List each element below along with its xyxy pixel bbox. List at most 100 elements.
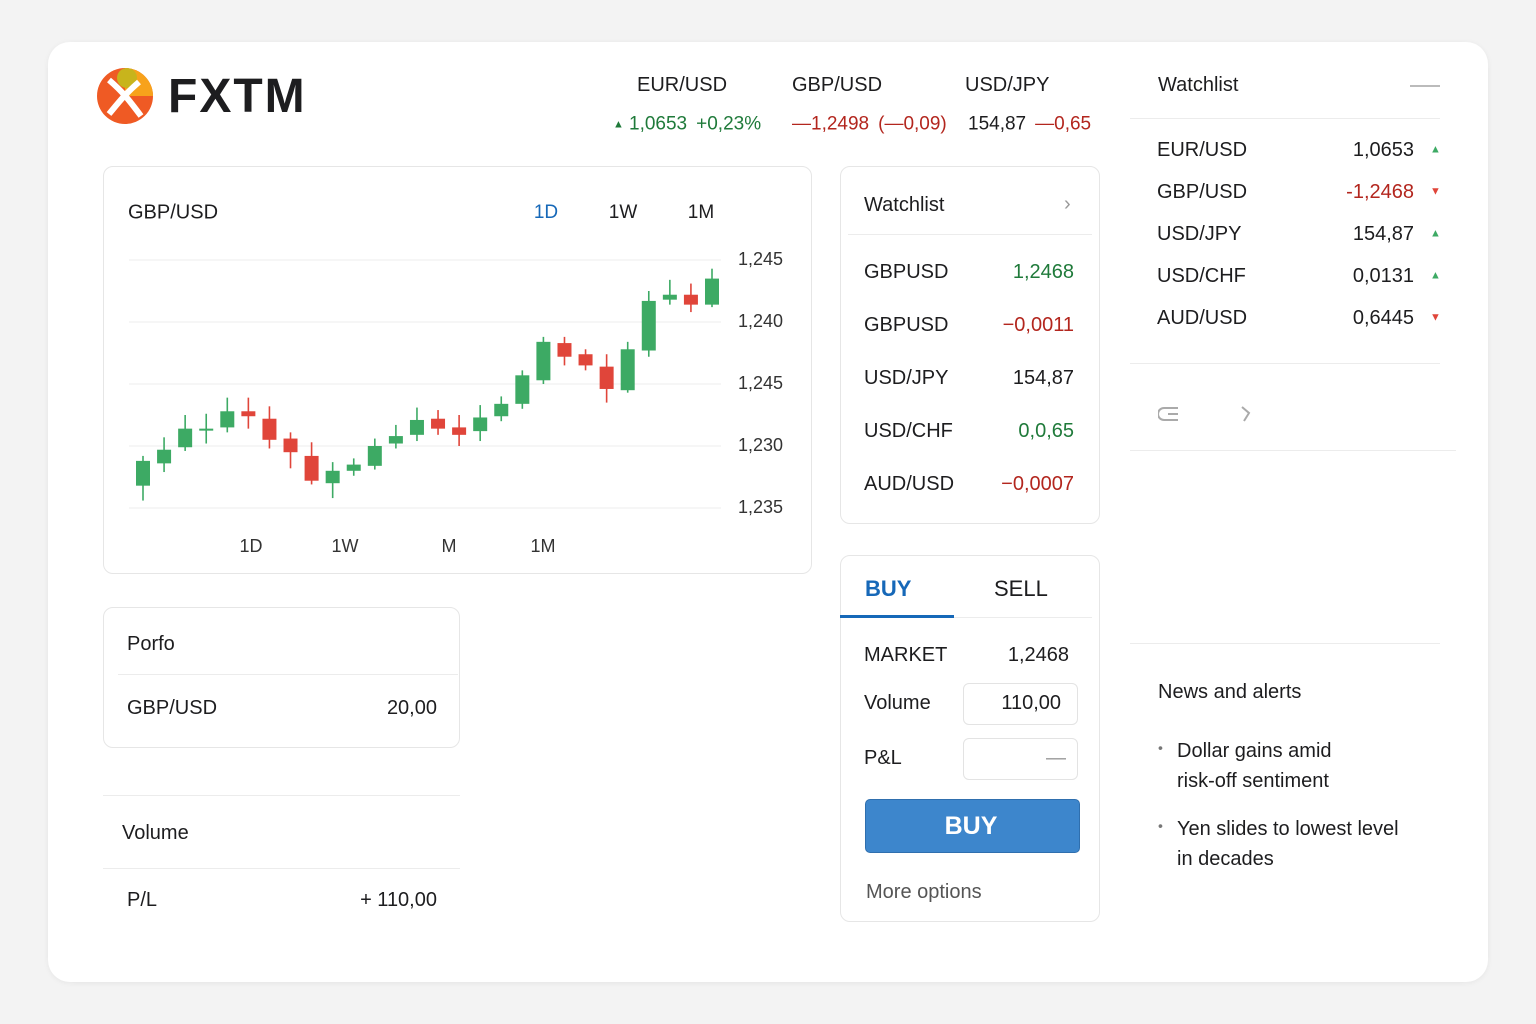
x-tick-label: 1D xyxy=(239,536,262,556)
ticker-change: +0,23% xyxy=(696,113,762,135)
ticker-price: 154,87 xyxy=(968,113,1027,135)
volume-title: Volume xyxy=(122,822,189,844)
list-icon[interactable] xyxy=(1158,404,1182,424)
x-tick-label: 1M xyxy=(530,536,555,556)
separator xyxy=(118,674,458,675)
portfolio-card xyxy=(103,607,460,748)
trend-arrow: ▲ xyxy=(1430,143,1441,156)
trade-tab[interactable]: BUY xyxy=(865,575,912,601)
news-title: News and alerts xyxy=(1158,681,1302,703)
market-value: 1,2468 xyxy=(1007,644,1069,666)
candle-body xyxy=(262,418,277,440)
ticker-price: 1,0653 xyxy=(629,113,688,135)
x-tick-label: M xyxy=(442,536,457,556)
candle-body xyxy=(199,428,214,431)
pnl-label: P&L xyxy=(864,747,902,769)
y-tick-label: 1,245 xyxy=(738,373,783,393)
y-tick-label: 1,245 xyxy=(738,249,783,269)
candle-body xyxy=(431,418,446,429)
pl-value: + 110,00 xyxy=(360,889,437,911)
candle-body xyxy=(304,455,319,481)
separator xyxy=(103,795,460,796)
candle-body xyxy=(388,436,403,444)
side-watchlist-value: 0,0131 xyxy=(1352,265,1414,287)
side-watchlist-value: 1,0653 xyxy=(1352,139,1414,161)
side-watchlist-name: GBP/USD xyxy=(1157,181,1248,203)
candle-body xyxy=(136,460,150,486)
separator xyxy=(848,234,1092,235)
side-watchlist-name: USD/CHF xyxy=(1157,265,1246,287)
candle-body xyxy=(683,294,698,305)
timeframe-button[interactable]: 1M xyxy=(688,202,714,223)
side-watchlist-value: -1,2468 xyxy=(1346,181,1414,203)
pnl-value: — xyxy=(1046,747,1066,769)
candle-body xyxy=(473,417,488,432)
portfolio-title: Porfo xyxy=(127,633,175,655)
watchlist-name: GBPUSD xyxy=(864,314,949,336)
news-bullet: • xyxy=(1158,739,1163,756)
watchlist-value: −0,0011 xyxy=(1002,314,1074,336)
ticker-arrow: ▲ xyxy=(613,118,624,131)
y-tick-label: 1,240 xyxy=(738,311,783,331)
watchlist-name: GBPUSD xyxy=(864,261,949,283)
timeframe-button[interactable]: 1D xyxy=(534,202,558,223)
more-options[interactable]: More options xyxy=(866,881,982,903)
trend-arrow: ▼ xyxy=(1430,311,1441,324)
ticker-pair: GBP/USD xyxy=(792,74,883,96)
volume-value: 110,00 xyxy=(1001,692,1061,714)
chart-card: GBP/USD 1D 1W 1M 1,245 1,240 1,245 1,230 1,235 1D… xyxy=(103,166,812,574)
ticker-pair: EUR/USD xyxy=(637,74,728,96)
separator xyxy=(1130,643,1440,644)
watchlist-value: −0,0007 xyxy=(1001,473,1074,495)
watchlist-name: AUD/USD xyxy=(864,473,955,495)
candle-body xyxy=(578,354,593,366)
candle-body xyxy=(620,349,635,391)
watchlist-name: USD/CHF xyxy=(864,420,953,442)
tab-underline xyxy=(840,615,954,618)
trend-arrow: ▲ xyxy=(1430,269,1441,282)
candle-body xyxy=(409,419,424,435)
arrow-icon[interactable] xyxy=(1238,404,1254,424)
separator xyxy=(1130,118,1440,119)
volume-input[interactable] xyxy=(963,683,1078,725)
pl-label: P/L xyxy=(127,889,158,911)
pnl-input[interactable] xyxy=(963,738,1078,780)
buy-button[interactable] xyxy=(865,799,1080,853)
candle-body xyxy=(536,341,551,381)
side-watchlist-name: EUR/USD xyxy=(1157,139,1248,161)
candle-body xyxy=(705,278,719,305)
minimize-icon[interactable] xyxy=(1410,85,1440,87)
timeframe-button[interactable]: 1W xyxy=(609,202,638,223)
candle-body xyxy=(178,428,193,448)
side-watchlist-title: Watchlist xyxy=(1158,74,1239,96)
candle-body xyxy=(283,438,298,453)
watchlist-title: Watchlist xyxy=(864,194,945,216)
watchlist-name: USD/JPY xyxy=(864,367,949,389)
ticker-change: —0,65 xyxy=(1035,113,1092,135)
candle-body xyxy=(452,427,467,435)
logo-text: FXTM xyxy=(168,70,307,124)
chart-title: GBP/USD xyxy=(128,201,218,223)
trade-tab[interactable]: SELL xyxy=(994,575,1048,601)
x-tick-label: 1W xyxy=(332,536,359,556)
volume-label: Volume xyxy=(864,692,931,714)
watchlist-value: 1,2468 xyxy=(1012,261,1074,283)
market-label: MARKET xyxy=(864,644,948,666)
ticker-price: —1,2498 xyxy=(792,113,870,135)
side-watchlist-value: 0,6445 xyxy=(1352,307,1414,329)
candle-body xyxy=(367,446,382,466)
side-watchlist-value: 154,87 xyxy=(1352,223,1414,245)
news-item[interactable]: Yen slides to lowest level in decades xyxy=(1177,818,1399,870)
candlestick-chart: GBP/USD 1D 1W 1M 1,245 1,240 1,245 1,230 1,235 1D… xyxy=(128,201,783,556)
watchlist-value: 154,87 xyxy=(1012,367,1074,389)
separator xyxy=(103,868,460,869)
news-bullet: • xyxy=(1158,817,1163,834)
watchlist-value: 0,0,65 xyxy=(1018,420,1074,442)
news-item[interactable]: Dollar gains amid risk-off sentiment xyxy=(1177,740,1332,792)
candle-body xyxy=(220,411,235,428)
candle-body xyxy=(557,343,572,357)
chevron-icon[interactable]: › xyxy=(1064,193,1071,215)
side-watchlist-name: USD/JPY xyxy=(1157,223,1242,245)
separator xyxy=(1130,363,1440,364)
separator xyxy=(840,617,1092,618)
